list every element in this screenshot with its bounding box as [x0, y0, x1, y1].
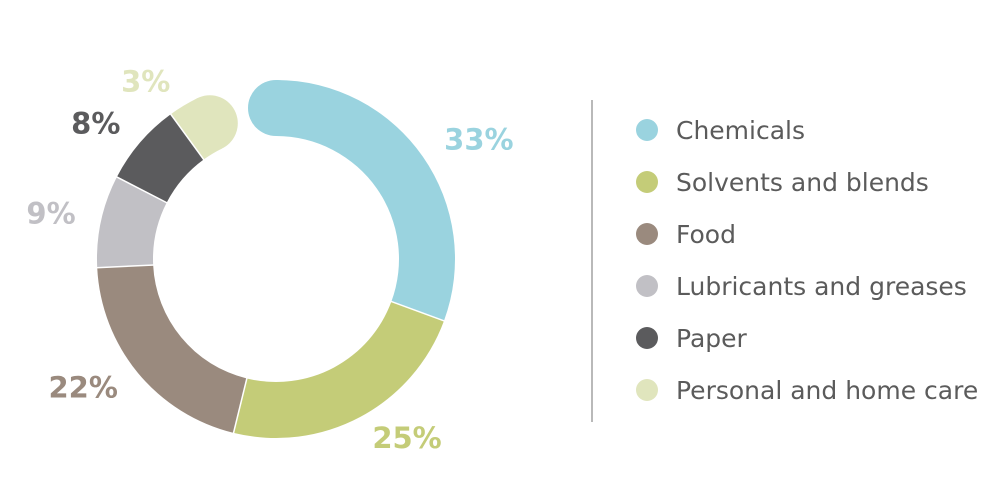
value-labels: 33% 25% 22% 9% 8%3% — [26, 64, 513, 455]
legend-label: Food — [676, 219, 736, 249]
value-label-lubricants-and-greases: 9% — [26, 197, 75, 231]
legend-item-food: Food — [636, 208, 978, 260]
legend-swatch-circle-icon — [636, 327, 658, 349]
slice-personal-and-home-care — [170, 98, 223, 160]
slice-chemicals — [276, 80, 455, 321]
legend-label: Solvents and blends — [676, 167, 929, 197]
legend-item-solvents-and-blends: Solvents and blends — [636, 156, 978, 208]
legend-swatch-circle-icon — [636, 171, 658, 193]
donut-chart: 33% 25% 22% 9% 8%3% — [26, 64, 513, 455]
value-label-personal-and-home-care: 3% — [121, 64, 170, 98]
legend-item-personal-and-home-care: Personal and home care — [636, 364, 978, 416]
legend-item-chemicals: Chemicals — [636, 104, 978, 156]
value-label-paper: 8% — [71, 107, 120, 141]
legend-divider — [591, 100, 593, 422]
value-label-solvents-and-blends: 25% — [372, 421, 441, 455]
slice-separator — [96, 264, 155, 269]
slice-solvents-and-blends — [233, 301, 444, 438]
legend-item-lubricants-and-greases: Lubricants and greases — [636, 260, 978, 312]
slice-separator — [115, 175, 168, 204]
legend-label: Paper — [676, 323, 747, 353]
legend-swatch-circle-icon — [636, 119, 658, 141]
legend: Chemicals Solvents and blends Food Lubrican… — [636, 104, 978, 416]
value-label-chemicals: 33% — [444, 123, 513, 157]
legend-swatch-circle-icon — [636, 223, 658, 245]
legend-label: Chemicals — [676, 115, 806, 145]
legend-label: Personal and home care — [676, 375, 979, 405]
legend-swatch-circle-icon — [636, 379, 658, 401]
slice-separator — [232, 377, 248, 435]
value-label-food: 22% — [48, 371, 117, 405]
donut-slices — [96, 80, 455, 438]
slice-food — [97, 265, 247, 433]
slice-separator — [169, 112, 205, 161]
legend-label: Lubricants and greases — [676, 271, 967, 301]
legend-swatch-circle-icon — [636, 275, 658, 297]
slice-lubricants-and-greases — [97, 177, 167, 268]
slice-separator — [390, 300, 446, 322]
slice-paper — [116, 114, 204, 203]
legend-item-paper: Paper — [636, 312, 978, 364]
